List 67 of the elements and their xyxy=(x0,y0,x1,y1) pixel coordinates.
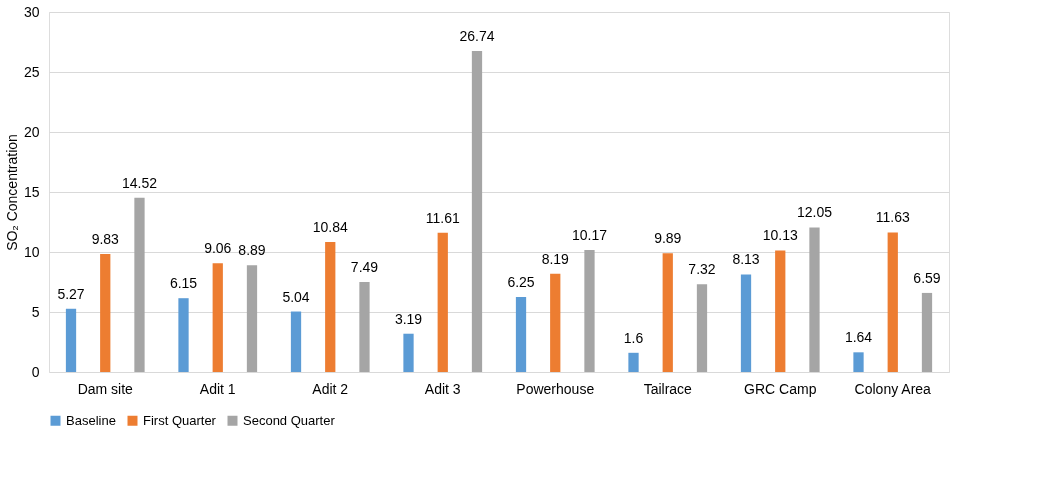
bar xyxy=(134,197,145,372)
data-label: 1.6 xyxy=(623,329,644,346)
legend-label: Baseline xyxy=(66,412,116,428)
y-tick-label: 0 xyxy=(31,363,40,380)
y-tick-label: 5 xyxy=(31,303,40,320)
data-label: 8.13 xyxy=(732,251,760,268)
bar xyxy=(696,284,708,372)
data-label: 11.63 xyxy=(875,209,910,226)
bar xyxy=(740,274,752,372)
bar xyxy=(550,273,561,372)
data-label: 10.84 xyxy=(312,218,348,235)
bar xyxy=(628,352,639,372)
y-tick-label: 15 xyxy=(23,183,40,200)
x-tick-label: Dam site xyxy=(77,380,134,397)
x-tick-label: Adit 2 xyxy=(312,380,349,397)
bar xyxy=(100,254,111,372)
y-axis-title: SO₂ Concentration xyxy=(3,134,20,251)
data-label: 5.04 xyxy=(282,288,310,305)
bar xyxy=(437,232,448,372)
x-tick-label: Powerhouse xyxy=(516,380,595,397)
bar xyxy=(359,282,370,372)
legend-label: First Quarter xyxy=(143,412,217,428)
data-label: 9.89 xyxy=(654,230,682,247)
x-tick-label: GRC Camp xyxy=(744,380,817,397)
data-label: 5.27 xyxy=(57,285,85,302)
bar xyxy=(853,352,864,372)
data-label: 9.06 xyxy=(204,240,232,257)
data-label: 6.15 xyxy=(169,275,198,292)
bar xyxy=(515,297,527,372)
bar xyxy=(471,51,483,372)
data-label: 26.74 xyxy=(459,28,495,45)
bar xyxy=(290,311,302,372)
x-tick-label: Tailrace xyxy=(643,380,693,397)
data-label: 10.17 xyxy=(571,226,608,243)
legend-label: Second Quarter xyxy=(243,412,336,428)
y-tick-label: 10 xyxy=(23,243,40,260)
data-label: 8.19 xyxy=(541,250,570,267)
bar xyxy=(403,333,414,372)
bar xyxy=(246,265,258,372)
data-label: 14.52 xyxy=(121,174,158,191)
data-label: 7.32 xyxy=(688,261,716,278)
x-tick-label: Adit 1 xyxy=(199,380,236,397)
bar xyxy=(662,253,673,372)
bar xyxy=(212,263,223,372)
bar xyxy=(325,241,336,372)
bar xyxy=(178,298,189,372)
data-label: 9.83 xyxy=(91,231,120,248)
data-label: 8.89 xyxy=(238,242,266,259)
bar xyxy=(65,308,77,372)
bar xyxy=(887,232,898,372)
data-label: 1.64 xyxy=(844,329,873,346)
bar xyxy=(584,249,595,372)
data-label: 6.25 xyxy=(507,274,535,290)
y-tick-label: 30 xyxy=(23,3,40,20)
data-label: 3.19 xyxy=(394,310,423,327)
data-label: 6.59 xyxy=(913,269,941,286)
bar xyxy=(809,227,820,372)
bar xyxy=(921,292,933,372)
x-tick-label: Adit 3 xyxy=(424,380,461,397)
x-tick-label: Colony Area xyxy=(854,380,932,397)
data-label: 10.13 xyxy=(762,227,798,244)
bar xyxy=(775,250,786,372)
data-label: 12.05 xyxy=(796,204,833,221)
data-label: 7.49 xyxy=(350,259,379,276)
y-tick-label: 25 xyxy=(23,63,40,80)
data-label: 11.61 xyxy=(425,209,460,226)
y-tick-label: 20 xyxy=(23,123,40,140)
